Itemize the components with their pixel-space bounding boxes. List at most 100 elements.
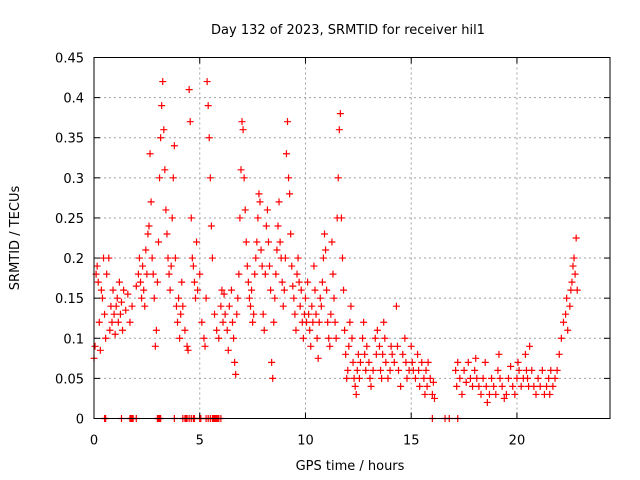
data-point	[301, 294, 309, 302]
data-point	[393, 342, 401, 350]
y-tick-label: 0.4	[63, 92, 84, 107]
data-point	[498, 382, 506, 390]
data-point	[312, 310, 320, 318]
data-point	[219, 318, 227, 326]
data-point	[153, 278, 161, 286]
data-point	[147, 198, 155, 206]
data-point	[230, 334, 238, 342]
data-point	[324, 318, 332, 326]
data-point	[288, 262, 296, 270]
data-point	[246, 302, 254, 310]
data-point	[524, 374, 532, 382]
data-point	[103, 270, 111, 278]
data-point	[371, 334, 379, 342]
data-point	[507, 362, 515, 370]
data-point	[428, 390, 436, 398]
data-point	[456, 374, 464, 382]
data-point	[206, 174, 214, 182]
data-point	[239, 126, 247, 134]
data-point	[256, 198, 264, 206]
data-point	[275, 198, 283, 206]
data-point	[319, 254, 327, 262]
data-point	[334, 174, 342, 182]
data-point	[352, 390, 360, 398]
data-point	[299, 334, 307, 342]
data-point	[420, 374, 428, 382]
data-point	[349, 358, 357, 366]
data-point	[546, 390, 554, 398]
data-point	[164, 254, 172, 262]
data-point	[454, 358, 462, 366]
data-point	[292, 326, 300, 334]
data-point	[221, 310, 229, 318]
data-point	[397, 382, 405, 390]
data-point	[155, 238, 162, 246]
data-point	[526, 342, 534, 350]
data-point	[291, 310, 299, 318]
data-point	[423, 382, 431, 390]
data-point	[166, 286, 174, 294]
y-tick-label: 0.3	[63, 172, 84, 187]
data-point	[340, 286, 348, 294]
data-point	[557, 334, 565, 342]
data-point	[187, 214, 195, 222]
data-point	[386, 366, 394, 374]
data-point	[472, 354, 480, 362]
data-point	[207, 222, 215, 230]
data-point	[355, 374, 363, 382]
data-point	[460, 366, 468, 374]
data-point	[517, 382, 525, 390]
data-point	[336, 110, 344, 118]
data-point	[316, 294, 324, 302]
data-point	[205, 134, 213, 142]
data-point	[235, 270, 243, 278]
data-point	[248, 286, 256, 294]
data-point	[149, 270, 157, 278]
data-point	[375, 342, 383, 350]
data-point	[176, 334, 184, 342]
data-point	[249, 318, 257, 326]
data-point	[135, 254, 143, 262]
y-tick-label: 0.1	[63, 332, 84, 347]
data-point	[111, 330, 119, 338]
data-point	[317, 302, 325, 310]
data-point	[384, 374, 392, 382]
data-point	[113, 294, 121, 302]
data-point	[245, 294, 253, 302]
data-point	[348, 334, 356, 342]
data-point	[257, 246, 265, 254]
data-point	[399, 350, 407, 358]
x-tick-label: 0	[90, 434, 98, 449]
data-point	[139, 262, 147, 270]
y-tick-label: 0	[76, 413, 84, 428]
data-point	[200, 334, 208, 342]
data-point	[504, 374, 512, 382]
data-point	[363, 342, 371, 350]
data-point	[515, 366, 523, 374]
data-point	[120, 286, 128, 294]
data-point	[308, 302, 316, 310]
data-point	[178, 278, 186, 286]
x-tick-label: 20	[509, 434, 526, 449]
data-point	[175, 294, 183, 302]
data-point	[521, 350, 529, 358]
data-point	[261, 270, 269, 278]
data-point	[509, 382, 517, 390]
data-point	[351, 382, 359, 390]
data-point	[194, 286, 202, 294]
data-point	[290, 294, 298, 302]
data-point	[174, 318, 182, 326]
data-point	[132, 282, 140, 290]
data-point	[142, 246, 150, 254]
data-point	[572, 234, 580, 242]
data-point	[571, 270, 579, 278]
data-point	[134, 270, 142, 278]
plot-frame	[93, 57, 611, 419]
data-point	[250, 310, 258, 318]
data-point	[453, 382, 461, 390]
data-point	[395, 366, 403, 374]
data-point	[418, 358, 426, 366]
data-point	[280, 286, 288, 294]
data-point	[380, 318, 388, 326]
data-point	[163, 230, 171, 238]
